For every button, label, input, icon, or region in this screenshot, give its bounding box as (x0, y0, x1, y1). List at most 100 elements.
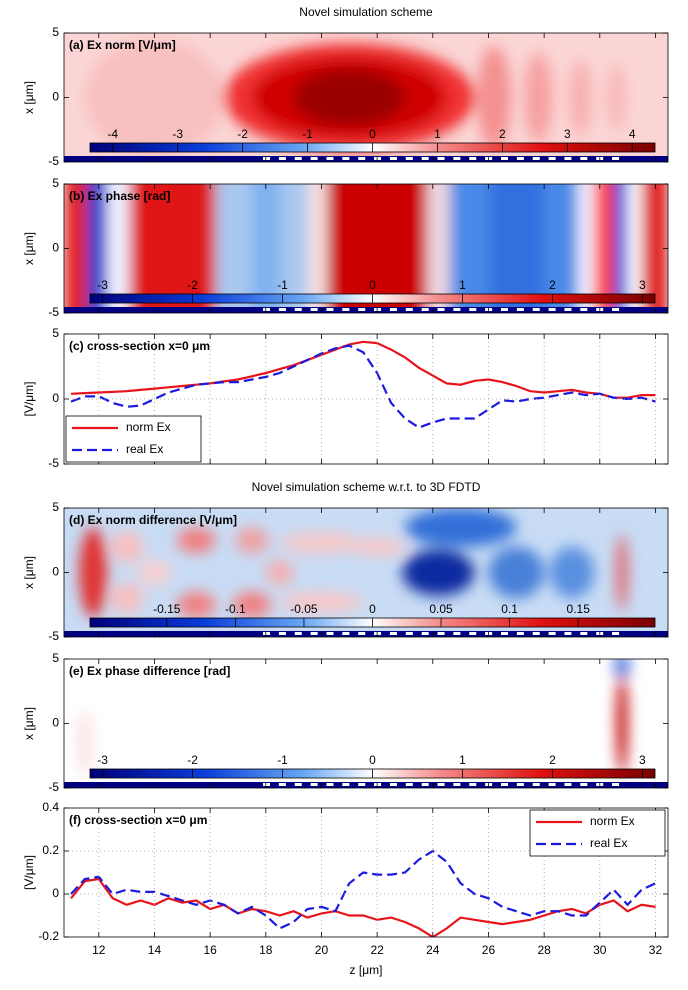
plot-area (64, 508, 668, 637)
grating-gap (612, 632, 620, 635)
line-series (70, 340, 656, 399)
grating-gap (564, 632, 572, 635)
grating-gap (342, 632, 350, 635)
colorbar-tick-label: -2 (237, 127, 248, 141)
grating-gap (516, 632, 524, 635)
grating-gap (358, 157, 366, 160)
colorbar-tick-label: 0 (369, 602, 376, 616)
y-tick-label: -5 (48, 154, 59, 168)
colorbar-tick-label: 0.1 (501, 602, 518, 616)
y-tick-label: -5 (48, 305, 59, 319)
x-tick-label: 18 (259, 943, 273, 957)
grating-gap (263, 783, 271, 786)
field-blob (524, 52, 553, 143)
x-tick-label: 24 (426, 943, 440, 957)
panel-label: (b) Ex phase [rad] (69, 189, 170, 203)
colorbar-tick-label: -0.15 (153, 602, 181, 616)
grating-gap (580, 308, 588, 311)
y-tick-label: 0 (52, 391, 59, 405)
grating-gap (469, 632, 477, 635)
field-blob (349, 537, 405, 556)
y-tick-label: 0 (52, 886, 59, 900)
grating-gap (548, 632, 556, 635)
grating-gap (437, 783, 445, 786)
field-blob (569, 58, 592, 137)
grating-gap (580, 157, 588, 160)
grating-gap (358, 308, 366, 311)
colorbar-tick-label: -1 (302, 127, 313, 141)
y-tick-label: -0.2 (38, 929, 59, 943)
colorbar-tick-label: 0 (369, 127, 376, 141)
grating-gap (294, 632, 302, 635)
grating-gap (310, 632, 318, 635)
grating (64, 307, 668, 313)
field-blob (176, 527, 216, 554)
grating-gap (310, 308, 318, 311)
y-tick-label: 0.2 (42, 843, 59, 857)
y-axis-label: x [μm] (22, 556, 36, 589)
grating-gap (358, 632, 366, 635)
grating-gap (500, 308, 508, 311)
field-band (327, 184, 428, 313)
y-tick-label: 5 (52, 651, 59, 665)
y-axis-label: x [μm] (22, 81, 36, 114)
x-tick-label: 16 (203, 943, 217, 957)
grating-gap (294, 157, 302, 160)
grating-gap (374, 783, 382, 786)
field-blob (235, 527, 269, 554)
grating-gap (294, 308, 302, 311)
y-tick-label: 0 (52, 241, 59, 255)
panel-label: (c) cross-section x=0 μm (69, 339, 210, 353)
field-blob (549, 546, 595, 599)
x-tick-label: 22 (370, 943, 384, 957)
line-series (70, 877, 656, 937)
grating-gap (612, 157, 620, 160)
legend-label: real Ex (590, 836, 627, 850)
grating-gap (263, 632, 271, 635)
field-band (129, 184, 216, 313)
grating-gap (374, 308, 382, 311)
colorbar-tick-label: 2 (549, 753, 556, 767)
plot-area (64, 659, 668, 788)
grating-gap (310, 783, 318, 786)
grating-gap (453, 157, 461, 160)
colorbar-tick-label: -2 (187, 753, 198, 767)
y-tick-label: 0 (52, 90, 59, 104)
grating-gap (389, 157, 397, 160)
grating (64, 631, 668, 637)
grating-gap (516, 157, 524, 160)
field-blob (606, 63, 627, 132)
colorbar-tick-label: 4 (629, 127, 636, 141)
axes-frame (63, 807, 669, 938)
grating-gap (326, 308, 334, 311)
field-band (107, 184, 130, 313)
grating-gap (326, 783, 334, 786)
panel-title: Novel simulation scheme (299, 5, 433, 19)
grating-gap (612, 783, 620, 786)
colorbar-tick-label: 2 (499, 127, 506, 141)
y-tick-label: 0 (52, 565, 59, 579)
field-blob (265, 559, 294, 586)
colorbar-tick-label: 2 (549, 278, 556, 292)
grating-gap (532, 157, 540, 160)
colorbar-tick-label: -0.05 (290, 602, 318, 616)
x-tick-label: 14 (148, 943, 162, 957)
y-tick-label: 0 (52, 716, 59, 730)
plot-area (70, 340, 656, 429)
y-axis-label: [V/μm] (22, 382, 36, 417)
field (84, 39, 627, 156)
grating-gap (326, 157, 334, 160)
x-tick-label: 20 (315, 943, 329, 957)
grating-gap (437, 308, 445, 311)
legend-label: real Ex (126, 442, 163, 456)
grating-gap (310, 157, 318, 160)
legend-box (65, 415, 202, 463)
field-blob (404, 508, 517, 547)
field-blob (488, 546, 545, 599)
colorbar-tick-label: 0.05 (429, 602, 453, 616)
grating-gap (421, 157, 429, 160)
field-blob (279, 532, 364, 554)
field-band (577, 184, 595, 313)
x-tick-label: 26 (482, 943, 496, 957)
